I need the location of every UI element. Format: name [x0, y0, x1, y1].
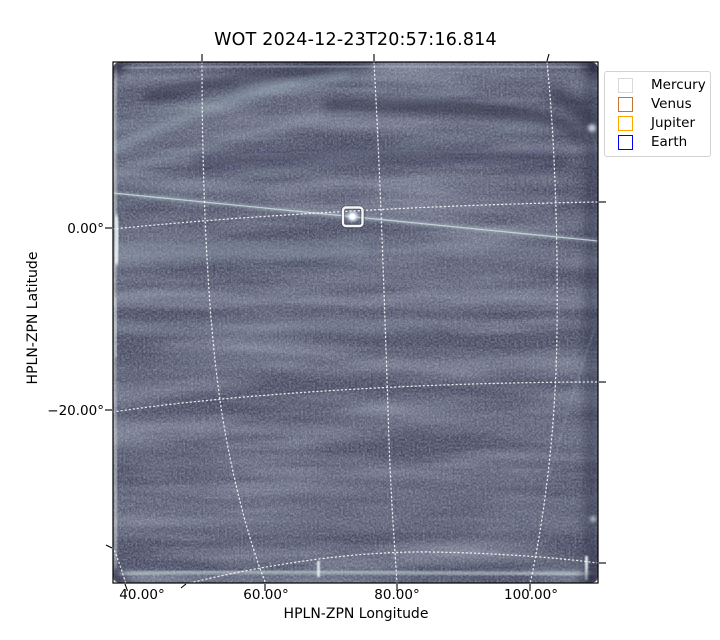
- gridline-lon-80: [373, 62, 398, 583]
- legend-label-jupiter: Jupiter: [651, 114, 696, 131]
- earth-marker-swatch: [618, 135, 633, 150]
- legend-row-jupiter: Jupiter: [618, 116, 706, 131]
- legend-label-venus: Venus: [651, 95, 692, 112]
- top-edge-glow: [121, 65, 591, 69]
- legend-row-mercury: Mercury: [618, 78, 706, 93]
- gridline-lat-neg40: [185, 551, 598, 583]
- x-axis-label: HPLN-ZPN Longitude: [283, 606, 429, 622]
- jupiter-marker-swatch: [618, 116, 633, 131]
- x-tick-label-40: 40.00°: [119, 587, 165, 603]
- gridline-lon-60: [201, 62, 267, 583]
- legend-label-mercury: Mercury: [651, 76, 706, 93]
- coordinate-grid: [113, 62, 598, 583]
- xtick-minor-lat40: [180, 583, 187, 589]
- left-edge-glow: [113, 68, 121, 570]
- horizontal-bands: [113, 242, 564, 367]
- mercury-marker: [340, 205, 365, 229]
- image-texture: [113, 62, 598, 583]
- edge-blob-bottom: [590, 516, 596, 522]
- y-tick-label-0: 0.00°: [67, 221, 104, 237]
- ytick-minor-lon40: [105, 544, 113, 549]
- mercury-marker-swatch: [618, 78, 633, 93]
- legend-label-earth: Earth: [651, 133, 688, 150]
- bottom-spike-right: [585, 556, 588, 580]
- y-axis-label: HPLN-ZPN Latitude: [25, 251, 41, 385]
- faint-scratches: [499, 329, 595, 583]
- x-tick-label-60: 60.00°: [243, 587, 289, 603]
- edge-blob-top: [588, 124, 596, 132]
- x-tick-label-100: 100.00°: [504, 587, 558, 603]
- y-tick-label-neg20: −20.00°: [47, 403, 104, 419]
- top-tick-100: [546, 53, 550, 62]
- image-dark-grain: [113, 62, 598, 583]
- axes-spine: [112, 61, 599, 584]
- axis-ticks: [105, 53, 606, 592]
- corner-vignettes: [113, 62, 598, 583]
- right-edge-shadow: [584, 62, 598, 583]
- plot-title: WOT 2024-12-23T20:57:16.814: [214, 30, 497, 50]
- legend-row-earth: Earth: [618, 135, 706, 150]
- gridline-lat-0: [113, 201, 598, 230]
- x-tick-label-80: 80.00°: [374, 587, 420, 603]
- venus-marker-swatch: [618, 97, 633, 112]
- gridline-lat-neg20: [113, 381, 598, 413]
- xtick-40: [124, 583, 129, 592]
- bottom-spike-left: [317, 561, 320, 577]
- legend: Mercury Venus Jupiter Earth: [604, 71, 711, 157]
- legend-row-venus: Venus: [618, 97, 706, 112]
- plot-image: [105, 53, 606, 592]
- gridline-lon-100: [529, 62, 558, 583]
- bottom-edge-glow: [115, 570, 596, 576]
